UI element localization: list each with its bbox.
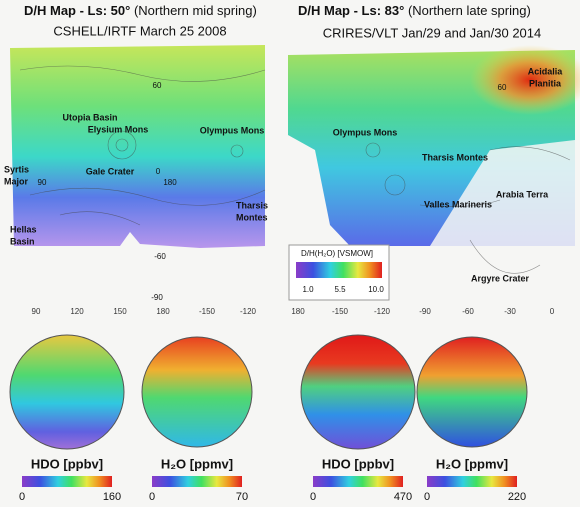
lon-tick-label: -120 (374, 307, 391, 316)
map-label: Elysium Mons (88, 124, 149, 134)
map-label: Valles Marineris (424, 199, 492, 209)
lon-tick-label: -120 (240, 307, 257, 316)
grid-label: 0 (156, 167, 161, 176)
lon-tick-label: -60 (462, 307, 474, 316)
map-label: Arabia Terra (496, 189, 549, 199)
lon-tick-label: -150 (332, 307, 349, 316)
blank-area (430, 140, 575, 246)
lon-tick-label: -30 (504, 307, 516, 316)
globe-label: HDO [ppbv] (322, 456, 394, 471)
globe-max: 70 (236, 491, 248, 503)
grid-label: -60 (154, 252, 166, 261)
panel-title: D/H Map - Ls: 83° (Northern late spring) (298, 3, 531, 18)
globe-min: 0 (19, 491, 25, 503)
colorbar (296, 262, 382, 278)
map-label: Acidalia (528, 66, 564, 76)
map-label: Gale Crater (86, 166, 135, 176)
globe-min: 0 (149, 491, 155, 503)
grid-label: 60 (153, 81, 162, 90)
globe-min: 0 (310, 491, 316, 503)
map-label: Montes (236, 212, 268, 222)
map-label: Olympus Mons (333, 127, 398, 137)
colorbar-title: D/H(H₂O) [VSMOW] (301, 249, 373, 258)
globe-label: HDO [ppbv] (31, 456, 103, 471)
dh-map-left (10, 45, 265, 248)
map-label: Olympus Mons (200, 125, 265, 135)
globe-colorbar (152, 476, 242, 487)
map-label: Tharsis Montes (422, 152, 488, 162)
grid-label: 90 (38, 178, 47, 187)
globe-colorbar (22, 476, 112, 487)
contours-right (365, 142, 571, 274)
map-label: Planitia (529, 78, 562, 88)
globe-colorbar (427, 476, 517, 487)
map-label: Major (4, 176, 29, 186)
title: D/H Map - Ls: 50° (24, 3, 130, 18)
season: (Northern mid spring) (134, 3, 257, 18)
globes (9, 334, 528, 487)
source: CRIRES/VLT Jan/29 and Jan/30 2014 (323, 25, 542, 40)
map-label: Hellas (10, 224, 37, 234)
colorbar-tick: 1.0 (302, 285, 314, 294)
labels: CSHELL/IRTF March 25 2008 CRIRES/VLT Jan/… (4, 23, 563, 502)
lon-tick-label: 150 (113, 307, 127, 316)
globe (141, 336, 253, 448)
lon-tick-label: -90 (419, 307, 431, 316)
map-label: Tharsis (236, 200, 268, 210)
globe-label: H₂O [ppmv] (161, 456, 233, 471)
lon-tick-label: 180 (291, 307, 305, 316)
globe-max: 160 (103, 491, 121, 503)
map-label: Utopia Basin (62, 112, 117, 122)
map-label: Argyre Crater (471, 273, 530, 283)
title: D/H Map - Ls: 83° (298, 3, 404, 18)
lon-tick-label: 180 (156, 307, 170, 316)
colorbar-tick: 5.5 (334, 285, 346, 294)
lon-tick-label: 90 (32, 307, 41, 316)
panel-title: D/H Map - Ls: 50° (Northern mid spring) (24, 3, 257, 18)
season: (Northern late spring) (408, 3, 531, 18)
globe (416, 336, 528, 448)
lon-tick-label: 0 (550, 307, 555, 316)
globe-max: 470 (394, 491, 412, 503)
lon-tick-label: -150 (199, 307, 216, 316)
lon-tick-label: 120 (70, 307, 84, 316)
contours-left (19, 65, 266, 226)
globe-colorbar (313, 476, 403, 487)
source: CSHELL/IRTF March 25 2008 (53, 23, 226, 38)
globe (9, 334, 125, 450)
globe (300, 334, 416, 450)
hotspot (470, 45, 580, 115)
map-label: Syrtis (4, 164, 29, 174)
grid-label: -90 (151, 293, 163, 302)
globe-label: H₂O [ppmv] (436, 456, 508, 471)
grid-label: 180 (163, 178, 177, 187)
globe-min: 0 (424, 491, 430, 503)
globe-max: 220 (508, 491, 526, 503)
grid-label: 60 (498, 83, 507, 92)
map-label: Basin (10, 236, 35, 246)
colorbar-tick: 10.0 (368, 285, 384, 294)
